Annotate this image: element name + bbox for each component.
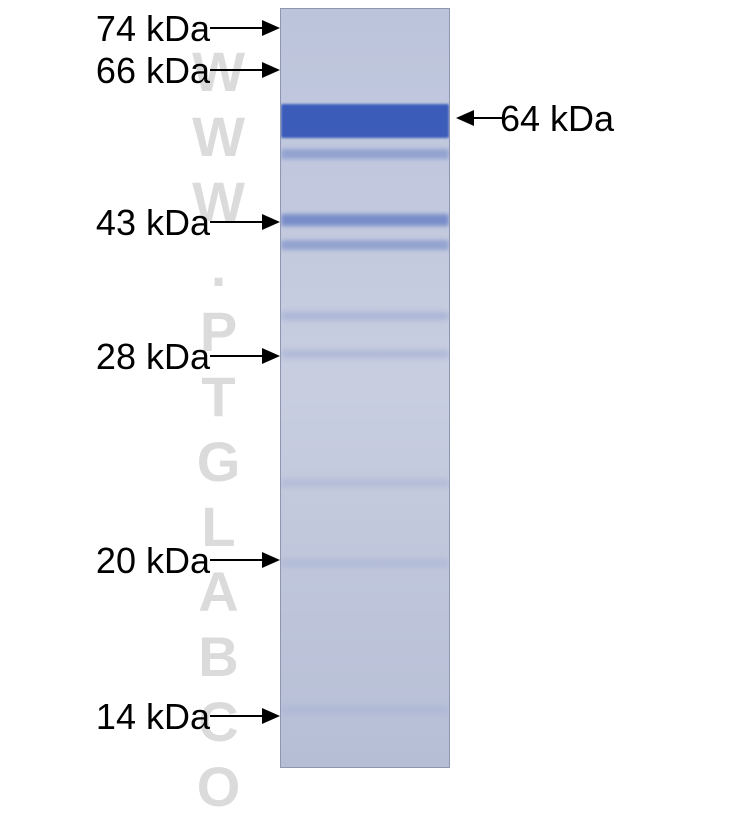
- band-main-64kda: [281, 104, 449, 138]
- marker-label-left: 66 kDa: [96, 50, 210, 92]
- band-band-low1: [281, 479, 449, 487]
- arrow-right-icon: [210, 214, 280, 230]
- gel-figure: WWW.PTGLABCO 74 kDa66 kDa 43 kDa 28 kDa 20 …: [0, 0, 734, 781]
- marker-label-left: 28 kDa: [96, 336, 210, 378]
- arrow-right-icon: [210, 62, 280, 78]
- marker-label-left: 43 kDa: [96, 202, 210, 244]
- band-band-20: [281, 559, 449, 567]
- arrow-left-icon: [456, 110, 504, 126]
- band-band-43b: [281, 240, 449, 250]
- band-band-28: [281, 350, 449, 358]
- marker-label-left: 14 kDa: [96, 696, 210, 738]
- arrow-right-icon: [210, 20, 280, 36]
- watermark-text: WWW.PTGLABCO: [186, 40, 251, 740]
- arrow-right-icon: [210, 552, 280, 568]
- arrow-right-icon: [210, 708, 280, 724]
- arrow-right-icon: [210, 348, 280, 364]
- band-band-14: [281, 706, 449, 714]
- band-band-43a: [281, 214, 449, 226]
- gel-lane: [280, 8, 450, 768]
- marker-label-right: 64 kDa: [500, 98, 614, 140]
- band-faint-under-main: [281, 149, 449, 159]
- band-band-mid1: [281, 312, 449, 320]
- marker-label-left: 74 kDa: [96, 8, 210, 50]
- marker-label-left: 20 kDa: [96, 540, 210, 582]
